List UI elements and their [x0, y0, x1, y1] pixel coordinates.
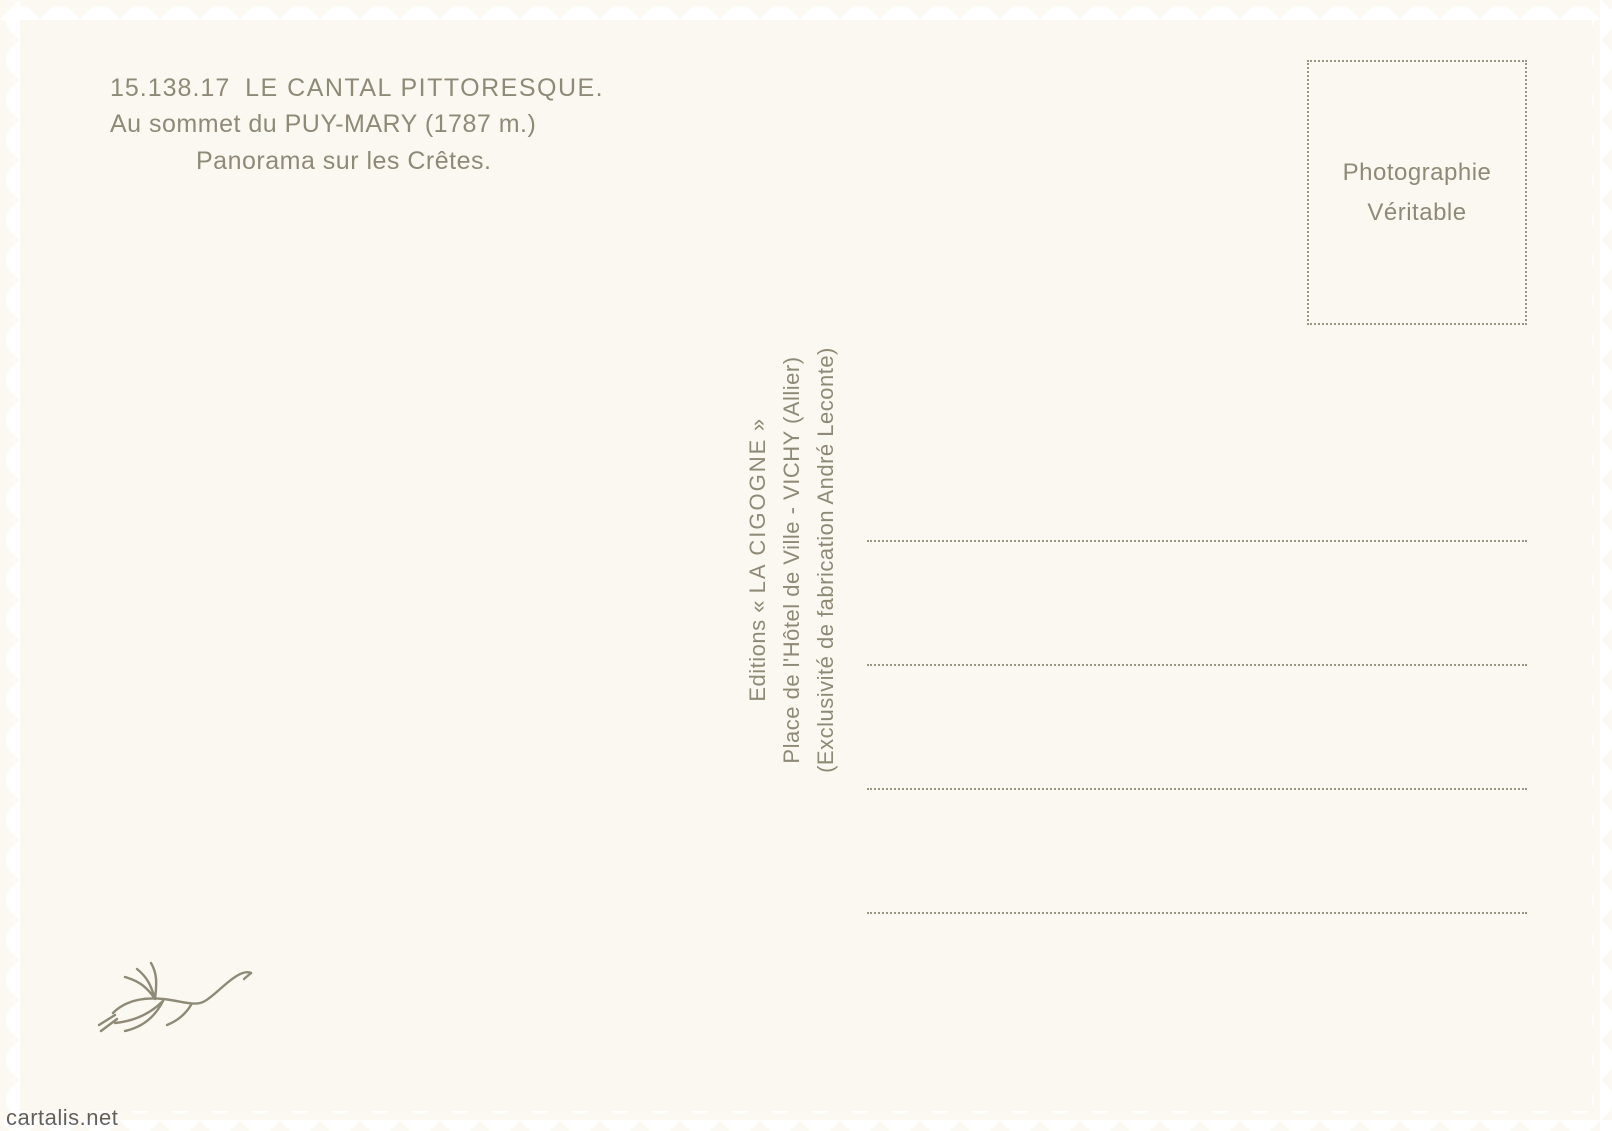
publisher-name: LA CIGOGNE — [745, 438, 770, 594]
publisher-line-3: (Exclusivité de fabrication André Lecont… — [809, 347, 843, 773]
address-line — [867, 912, 1527, 914]
caption-line-2: Au sommet du PUY-MARY (1787 m.) — [110, 106, 710, 142]
stamp-line-1: Photographie — [1309, 159, 1525, 187]
address-lines — [867, 540, 1527, 914]
watermark-text: cartalis.net — [6, 1105, 118, 1131]
caption-title: LE CANTAL PITTORESQUE. — [245, 74, 604, 102]
caption-block: 15.138.17 LE CANTAL PITTORESQUE. Au somm… — [110, 70, 710, 179]
publisher-imprint: Editions « LA CIGOGNE » Place de l'Hôtel… — [741, 347, 843, 773]
publisher-pre: Editions « — [745, 600, 770, 702]
caption-line-3: Panorama sur les Crêtes. — [196, 143, 710, 179]
reference-number: 15.138.17 — [110, 74, 230, 102]
address-line — [867, 540, 1527, 542]
publisher-line-1: Editions « LA CIGOGNE » — [741, 347, 775, 773]
postcard-back: 15.138.17 LE CANTAL PITTORESQUE. Au somm… — [0, 0, 1612, 1131]
stork-icon — [95, 951, 255, 1041]
stamp-box: Photographie Véritable — [1307, 60, 1527, 325]
stamp-line-2: Véritable — [1309, 199, 1525, 227]
address-line — [867, 788, 1527, 790]
publisher-line-2: Place de l'Hôtel de Ville - VICHY (Allie… — [775, 347, 809, 773]
publisher-post: » — [745, 418, 770, 431]
address-line — [867, 664, 1527, 666]
caption-line-1: 15.138.17 LE CANTAL PITTORESQUE. — [110, 70, 710, 106]
